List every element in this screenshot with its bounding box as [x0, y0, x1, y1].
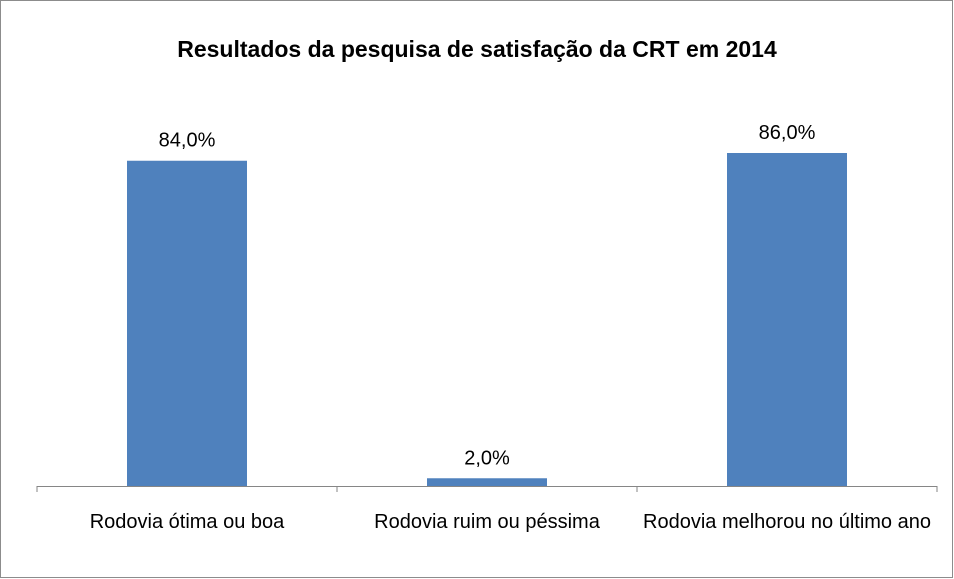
data-label: 84,0% [159, 130, 216, 152]
x-tick-label: Rodovia ruim ou péssima [374, 511, 600, 533]
x-tick-label: Rodovia melhorou no último ano [643, 511, 931, 533]
bar [727, 153, 847, 486]
data-label: 86,0% [759, 122, 816, 144]
data-label: 2,0% [464, 447, 510, 469]
x-tick-label: Rodovia ótima ou boa [89, 511, 285, 533]
bar [427, 478, 547, 486]
chart-title: Resultados da pesquisa de satisfação da … [177, 36, 777, 62]
bar [127, 160, 247, 486]
